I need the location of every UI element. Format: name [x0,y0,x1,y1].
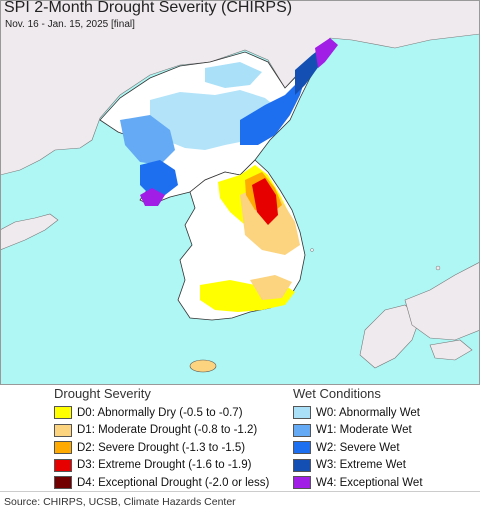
drought-legend: Drought Severity D0: Abnormally Dry (-0.… [54,386,269,492]
d1-zone-south [250,275,292,300]
map-subtitle: Nov. 16 - Jan. 15, 2025 [final] [5,19,135,30]
swatch-d2 [54,441,72,455]
swatch-d0 [54,406,72,420]
legend-item-w0: W0: Abnormally Wet [293,404,423,422]
legend-label-w0: W0: Abnormally Wet [316,406,420,419]
legend-label-d1: D1: Moderate Drought (-0.8 to -1.2) [77,424,258,437]
drought-map [0,0,480,385]
legend-label-d0: D0: Abnormally Dry (-0.5 to -0.7) [77,406,243,419]
wet-legend-title: Wet Conditions [293,386,381,401]
legend-item-d4: D4: Exceptional Drought (-2.0 or less) [54,474,269,492]
swatch-d3 [54,458,72,472]
drought-legend-title: Drought Severity [54,386,151,401]
d3-zone-east [252,178,278,225]
japan-shikoku [429,339,473,361]
w4-zone-northeast [315,38,338,68]
legend-label-d2: D2: Severe Drought (-1.3 to -1.5) [77,441,246,454]
source-text: Source: CHIRPS, UCSB, Climate Hazards Ce… [4,496,236,508]
legend-label-w2: W2: Severe Wet [316,441,400,454]
swatch-w0 [293,406,311,420]
island [435,265,441,271]
w0-zone-north [205,62,262,88]
footer-divider [0,491,480,492]
swatch-d1 [54,423,72,437]
w2-zone-west [140,160,178,195]
legend-item-d2: D2: Severe Drought (-1.3 to -1.5) [54,439,269,457]
jeju-island [189,359,217,373]
legend-item-d0: D0: Abnormally Dry (-0.5 to -0.7) [54,404,269,422]
legend-item-w4: W4: Exceptional Wet [293,474,423,492]
w2-zone-east [240,70,308,145]
legend-label-w4: W4: Exceptional Wet [316,476,423,489]
shandong-peninsula [0,213,59,251]
swatch-w2 [293,441,311,455]
legend-item-w3: W3: Extreme Wet [293,457,423,475]
swatch-w1 [293,423,311,437]
japan-kyushu [359,304,421,369]
legend-label-w3: W3: Extreme Wet [316,459,406,472]
swatch-d4 [54,476,72,490]
swatch-w4 [293,476,311,490]
w4-zone-west [140,188,165,206]
legend-item-w2: W2: Severe Wet [293,439,423,457]
legend-label-d3: D3: Extreme Drought (-1.6 to -1.9) [77,459,252,472]
map-title: SPI 2-Month Drought Severity (CHIRPS) [4,0,293,16]
w1-zone-center [120,115,175,165]
island [310,248,314,252]
legend-item-w1: W1: Moderate Wet [293,422,423,440]
swatch-w3 [293,458,311,472]
legend-item-d3: D3: Extreme Drought (-1.6 to -1.9) [54,457,269,475]
legend-label-d4: D4: Exceptional Drought (-2.0 or less) [77,476,270,489]
wet-legend: Wet Conditions W0: Abnormally Wet W1: Mo… [293,386,423,492]
legend-item-d1: D1: Moderate Drought (-0.8 to -1.2) [54,422,269,440]
legend-label-w1: W1: Moderate Wet [316,424,412,437]
japan-honshu [404,261,480,341]
